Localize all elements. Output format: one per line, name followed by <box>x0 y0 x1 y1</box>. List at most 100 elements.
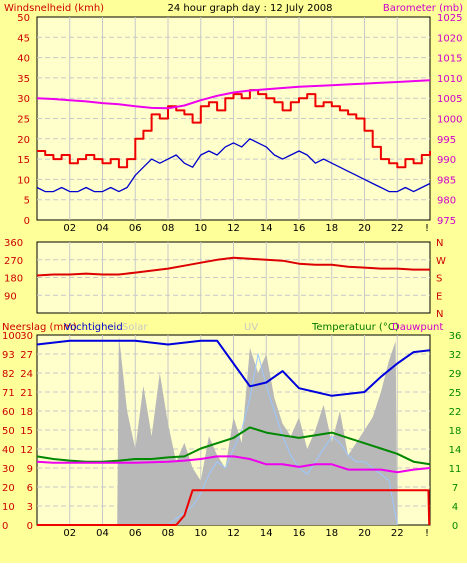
barometer-tick-label: 980 <box>437 196 456 207</box>
rain-tick-label: 24 <box>20 369 33 380</box>
wind-y-tick-label: 30 <box>17 94 30 105</box>
temperature-tick-label: 32 <box>449 350 462 361</box>
rain-x-tick-label: 22 <box>391 528 404 539</box>
wind-x-tick-label: 18 <box>325 223 338 234</box>
chart-title: 24 hour graph day : 12 July 2008 <box>167 3 332 14</box>
barometer-axis-title: Barometer (mb) <box>383 3 463 14</box>
wind-y-tick-label: 35 <box>17 74 30 85</box>
temperature-tick-label: 4 <box>452 502 458 513</box>
uv-label: UV <box>244 322 258 333</box>
wind-y-tick-label: 40 <box>17 54 30 65</box>
temperature-tick-label: 25 <box>449 388 462 399</box>
rain-tick-labels: 0102030405060718293100036912151821242730… <box>2 331 461 539</box>
rain-tick-label: 21 <box>20 388 33 399</box>
wind-x-tick-label: 12 <box>227 223 240 234</box>
wind-x-tick-label: ! <box>425 223 429 234</box>
wind-y-tick-label: 5 <box>24 196 30 207</box>
wind-y-tick-label: 50 <box>17 13 30 24</box>
rain-tick-label: 30 <box>20 331 33 342</box>
rain-tick-label: 27 <box>20 350 33 361</box>
rain-x-tick-label: 04 <box>96 528 109 539</box>
barometer-tick-label: 1005 <box>437 94 462 105</box>
wind-baro-panel: 0510152025303540455097598098599099510001… <box>4 3 463 234</box>
wind-x-tick-label: 10 <box>194 223 207 234</box>
wind-x-tick-label: 06 <box>129 223 142 234</box>
humidity-tick-label: 71 <box>2 388 15 399</box>
humidity-tick-label: 60 <box>2 407 15 418</box>
solar-label: Solar <box>122 322 148 333</box>
rain-x-tick-label: 14 <box>260 528 273 539</box>
temperature-tick-label: 14 <box>449 445 462 456</box>
barometer-tick-label: 995 <box>437 135 456 146</box>
barometer-tick-label: 1020 <box>437 33 462 44</box>
rain-x-tick-label: ! <box>425 528 429 539</box>
humidity-tick-label: 82 <box>2 369 15 380</box>
humidity-tick-label: 93 <box>2 350 15 361</box>
barometer-tick-label: 1015 <box>437 54 462 65</box>
wind-average-line <box>36 138 431 193</box>
barometer-tick-label: 975 <box>437 216 456 227</box>
wind-x-tick-label: 02 <box>63 223 76 234</box>
humidity-line <box>36 339 431 397</box>
rain-x-tick-label: 06 <box>129 528 142 539</box>
temperature-tick-label: 36 <box>449 331 462 342</box>
dewpoint-line <box>36 455 431 474</box>
barometer-tick-label: 1025 <box>437 13 462 24</box>
direction-tick-label: 90 <box>4 291 17 302</box>
humidity-tick-label: 0 <box>2 521 8 532</box>
rain-x-tick-label: 20 <box>358 528 371 539</box>
rain-tick-label: 9 <box>27 464 33 475</box>
rain-x-tick-label: 10 <box>194 528 207 539</box>
wind-x-tick-label: 14 <box>260 223 273 234</box>
wind-y-tick-label: 20 <box>17 135 30 146</box>
humidity-tick-label: 50 <box>2 426 15 437</box>
wind-x-tick-label: 08 <box>162 223 175 234</box>
wind-x-tick-label: 16 <box>293 223 306 234</box>
rain-tick-label: 12 <box>20 445 33 456</box>
rain-tick-label: 6 <box>27 483 33 494</box>
wind-direction-line <box>36 256 430 277</box>
barometer-tick-label: 990 <box>437 155 456 166</box>
rain-series <box>36 335 431 526</box>
rain-x-tick-label: 16 <box>293 528 306 539</box>
temperature-tick-label: 0 <box>452 521 458 532</box>
humidity-tick-label: 100 <box>2 331 21 342</box>
barometer-line <box>36 79 431 110</box>
compass-label: E <box>436 291 442 302</box>
compass-label: N <box>436 238 443 249</box>
direction-grid <box>37 242 430 313</box>
wind-y-tick-label: 10 <box>17 175 30 186</box>
barometer-tick-label: 1010 <box>437 74 462 85</box>
humidity-axis-title: Vochtigheid <box>64 322 123 333</box>
direction-tick-label: 360 <box>4 238 23 249</box>
dewpoint-axis-title: Dauwpunt <box>392 322 443 333</box>
barometer-tick-label: 1000 <box>437 115 462 126</box>
rain-tick-label: 18 <box>20 407 33 418</box>
temperature-tick-label: 29 <box>449 369 462 380</box>
humidity-tick-label: 20 <box>2 483 15 494</box>
rain-tick-label: 3 <box>27 502 33 513</box>
wind-x-tick-label: 04 <box>96 223 109 234</box>
direction-tick-label: 180 <box>4 274 23 285</box>
wind-y-tick-label: 0 <box>24 216 30 227</box>
rain-axis-title: Neerslag (mm) <box>2 322 77 333</box>
compass-label: N <box>436 309 443 320</box>
rain-x-tick-label: 12 <box>227 528 240 539</box>
rain-x-tick-label: 08 <box>162 528 175 539</box>
wind-speed-axis-title: Windsnelheid (kmh) <box>4 3 104 14</box>
wind-y-tick-label: 25 <box>17 115 30 126</box>
wind-y-tick-label: 15 <box>17 155 30 166</box>
barometer-tick-label: 985 <box>437 175 456 186</box>
humidity-tick-label: 10 <box>2 502 15 513</box>
temperature-tick-label: 22 <box>449 407 462 418</box>
rain-x-tick-label: 02 <box>63 528 76 539</box>
rain-temp-panel: 0102030405060718293100036912151821242730… <box>2 322 461 539</box>
wind-grid <box>37 17 430 220</box>
compass-label: W <box>436 256 446 267</box>
rain-tick-label: 15 <box>20 426 33 437</box>
compass-label: S <box>436 274 442 285</box>
